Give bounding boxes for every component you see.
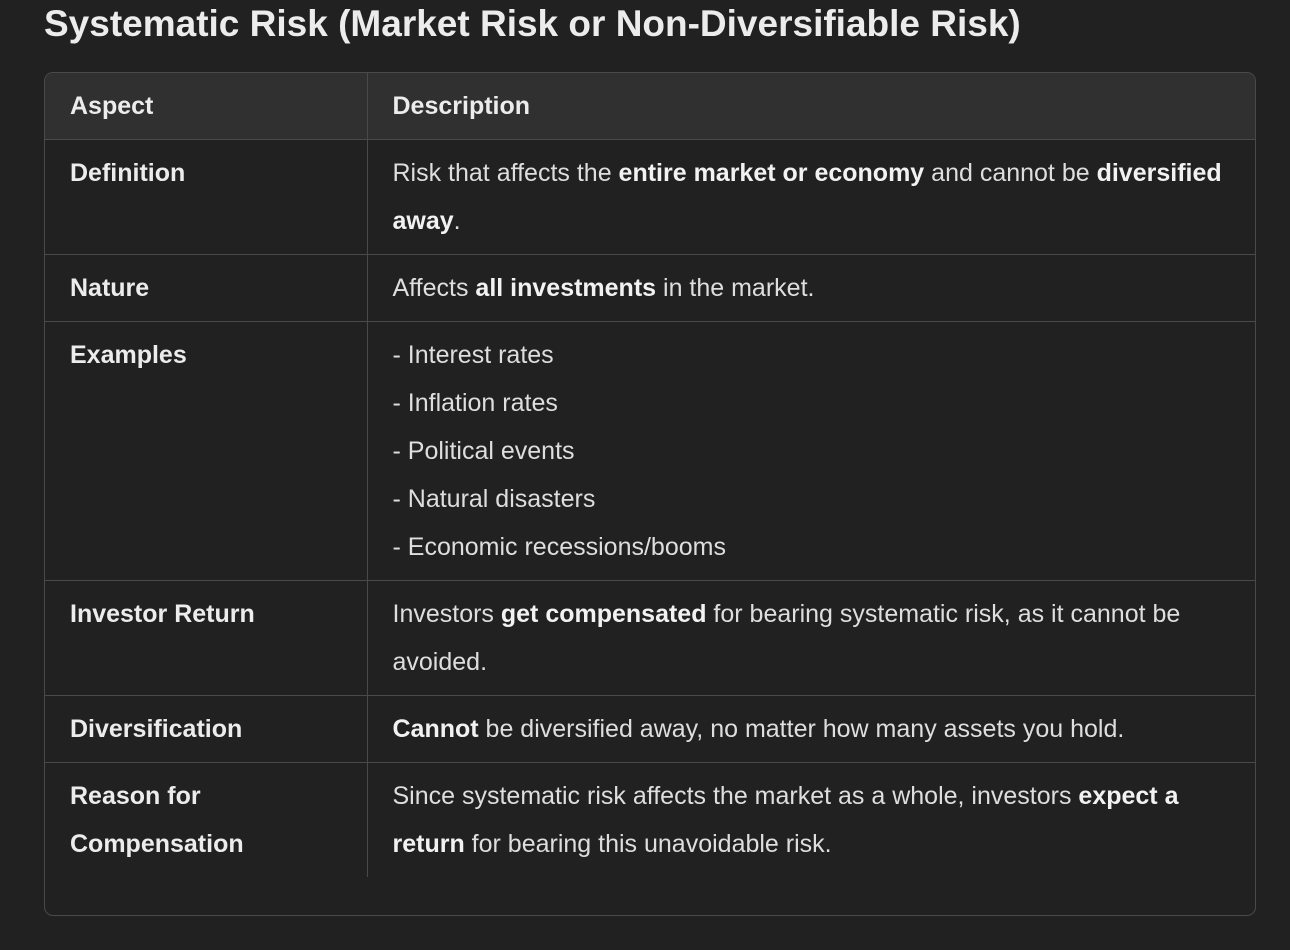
aspect-cell: Diversification: [45, 695, 368, 763]
table-header: Aspect Description: [45, 73, 1255, 140]
bold-text: all investments: [475, 274, 657, 302]
example-item: - Inflation rates: [392, 389, 558, 417]
example-item: - Political events: [392, 437, 575, 465]
risk-table: Aspect Description Definition Risk that a…: [45, 73, 1255, 877]
aspect-cell: Nature: [45, 254, 368, 322]
description-cell: Risk that affects the entire market or e…: [367, 139, 1255, 255]
table-row: Diversification Cannot be diversified awa…: [45, 695, 1255, 763]
table-row: Definition Risk that affects the entire m…: [45, 139, 1255, 255]
description-cell: Affects all investments in the market.: [367, 254, 1255, 322]
bold-text: expect a return: [392, 782, 1179, 858]
aspect-cell: Definition: [45, 139, 368, 255]
risk-table-container: Aspect Description Definition Risk that a…: [44, 72, 1256, 916]
header-aspect: Aspect: [45, 73, 368, 140]
description-text: for bearing systematic risk, as it canno…: [392, 600, 1181, 676]
example-item: - Natural disasters: [392, 485, 596, 513]
bold-text: diversified away: [392, 159, 1222, 235]
description-text: be diversified away, no matter how many …: [478, 715, 1125, 743]
table-body: Definition Risk that affects the entire m…: [45, 139, 1255, 878]
table-row: Reason for Compensation Since systematic …: [45, 762, 1255, 878]
description-cell: Investors get compensated for bearing sy…: [367, 580, 1255, 696]
table-row: Examples - Interest rates - Inflation rate…: [45, 321, 1255, 581]
table-header-row: Aspect Description: [45, 73, 1255, 140]
description-cell: Cannot be diversified away, no matter ho…: [367, 695, 1255, 763]
table-row: Investor Return Investors get compensated…: [45, 580, 1255, 696]
description-cell: Since systematic risk affects the market…: [367, 763, 1255, 878]
description-text: Since systematic risk affects the market…: [392, 782, 1079, 810]
bold-text: get compensated: [500, 600, 707, 628]
aspect-cell: Reason for Compensation: [45, 762, 368, 877]
aspect-cell: Investor Return: [45, 580, 368, 696]
bold-text: entire market or economy: [618, 159, 925, 187]
description-text: Risk that affects the: [392, 159, 619, 187]
description-text: for bearing this unavoidable risk.: [464, 830, 832, 858]
description-text: in the market.: [656, 274, 815, 302]
description-cell: - Interest rates - Inflation rates - Polit…: [367, 321, 1255, 581]
header-description: Description: [367, 73, 1255, 140]
bold-text: Cannot: [392, 715, 479, 743]
description-text: and cannot be: [924, 159, 1097, 187]
page-title: Systematic Risk (Market Risk or Non-Dive…: [44, 3, 1021, 44]
description-text: .: [453, 207, 461, 235]
table-row: Nature Affects all investments in the mar…: [45, 254, 1255, 322]
description-text: Investors: [392, 600, 501, 628]
aspect-cell: Examples: [45, 321, 368, 581]
example-item: - Economic recessions/booms: [392, 533, 726, 561]
example-item: - Interest rates: [392, 341, 554, 369]
description-text: Affects: [392, 274, 476, 302]
